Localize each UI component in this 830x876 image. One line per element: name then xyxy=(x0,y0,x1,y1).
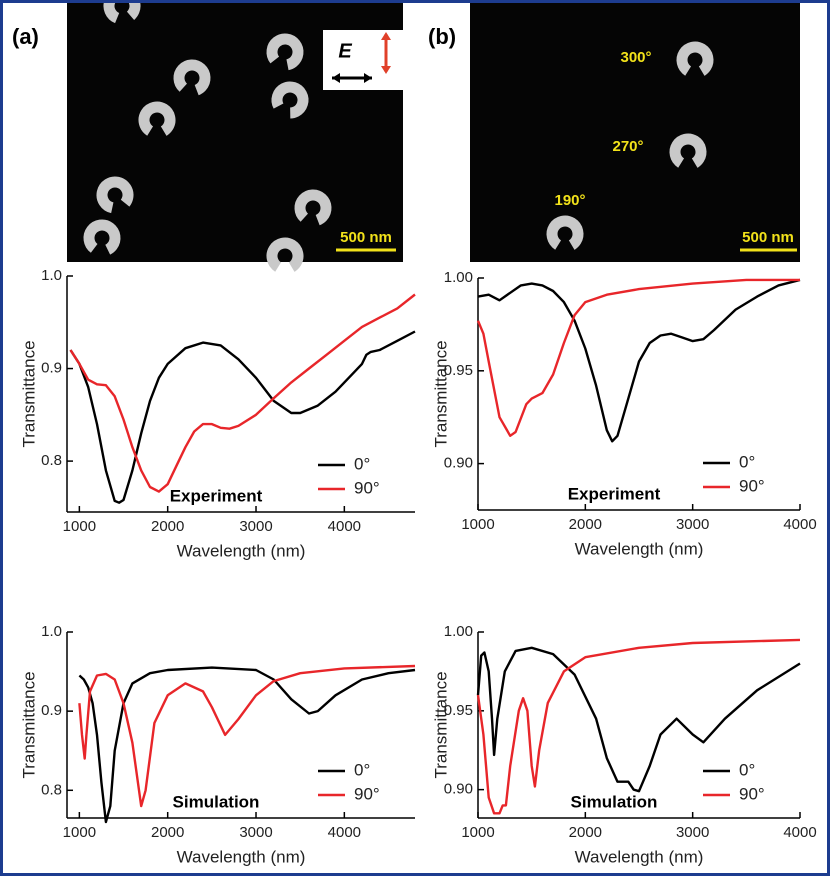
figure: E 500 nm 500 nm 300° 270° 190° (a) (b) 0… xyxy=(0,0,830,876)
sem-image-b xyxy=(470,3,800,262)
x-tick-label: 1000 xyxy=(461,824,494,841)
y-tick-label: 0.9 xyxy=(41,360,62,377)
figure-canvas: E 500 nm 500 nm 300° 270° 190° (a) (b) 0… xyxy=(3,3,827,873)
legend-label: 90° xyxy=(354,478,380,497)
x-tick-label: 4000 xyxy=(328,824,361,841)
y-tick-label: 0.9 xyxy=(41,702,62,719)
legend-label: 0° xyxy=(354,454,370,473)
y-tick-label: 1.00 xyxy=(444,623,473,640)
x-tick-label: 3000 xyxy=(676,516,709,533)
x-tick-label: 1000 xyxy=(63,518,96,535)
y-tick-label: 0.90 xyxy=(444,455,473,472)
scale-bar-label: 500 nm xyxy=(340,229,392,246)
x-tick-label: 1000 xyxy=(63,824,96,841)
series-line xyxy=(478,280,800,441)
y-tick-label: 1.0 xyxy=(41,267,62,284)
legend-label: 90° xyxy=(739,476,765,495)
annotation: Experiment xyxy=(568,484,661,503)
x-tick-label: 4000 xyxy=(328,518,361,535)
angle-label: 300° xyxy=(620,49,651,66)
legend-label: 0° xyxy=(739,760,755,779)
x-axis-title: Wavelength (nm) xyxy=(177,541,306,560)
scale-bar-label: 500 nm xyxy=(742,229,794,246)
angle-label: 270° xyxy=(612,138,643,155)
y-tick-label: 0.8 xyxy=(41,452,62,469)
y-axis-title: Transmittance xyxy=(19,340,38,447)
x-tick-label: 2000 xyxy=(569,824,602,841)
x-tick-label: 1000 xyxy=(461,516,494,533)
x-tick-label: 3000 xyxy=(676,824,709,841)
y-axis-title: Transmittance xyxy=(431,671,450,778)
x-tick-label: 4000 xyxy=(783,516,816,533)
x-axis-title: Wavelength (nm) xyxy=(177,847,306,866)
legend-label: 0° xyxy=(354,760,370,779)
x-tick-label: 3000 xyxy=(239,824,272,841)
series-line xyxy=(478,280,800,436)
x-axis-title: Wavelength (nm) xyxy=(575,539,704,558)
y-axis-title: Transmittance xyxy=(19,671,38,778)
x-tick-label: 2000 xyxy=(569,516,602,533)
panel-label: (b) xyxy=(428,24,456,49)
y-tick-label: 0.90 xyxy=(444,781,473,798)
field-inset xyxy=(323,30,403,90)
x-tick-label: 2000 xyxy=(151,824,184,841)
x-axis-title: Wavelength (nm) xyxy=(575,847,704,866)
y-tick-label: 1.0 xyxy=(41,623,62,640)
x-tick-label: 2000 xyxy=(151,518,184,535)
y-tick-label: 0.8 xyxy=(41,781,62,798)
annotation: Experiment xyxy=(170,486,263,505)
x-tick-label: 3000 xyxy=(239,518,272,535)
y-tick-label: 1.00 xyxy=(444,269,473,286)
field-label: E xyxy=(338,40,352,62)
y-axis-title: Transmittance xyxy=(431,340,450,447)
legend-label: 0° xyxy=(739,452,755,471)
angle-label: 190° xyxy=(554,192,585,209)
legend-label: 90° xyxy=(354,784,380,803)
annotation: Simulation xyxy=(173,792,260,811)
x-tick-label: 4000 xyxy=(783,824,816,841)
panel-label: (a) xyxy=(12,24,39,49)
legend-label: 90° xyxy=(739,784,765,803)
annotation: Simulation xyxy=(571,792,658,811)
